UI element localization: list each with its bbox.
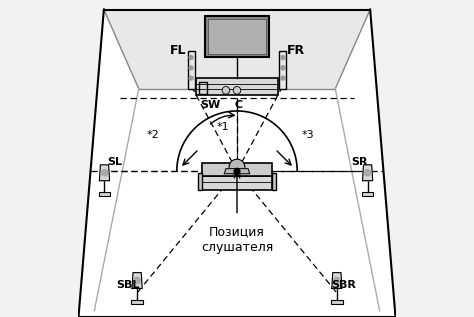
Text: *2: *2 bbox=[146, 130, 159, 140]
Circle shape bbox=[222, 87, 230, 94]
Circle shape bbox=[189, 76, 193, 80]
Text: SL: SL bbox=[108, 157, 122, 167]
Circle shape bbox=[189, 66, 193, 70]
Bar bbox=[196, 78, 278, 95]
Bar bbox=[205, 16, 269, 57]
Text: SR: SR bbox=[351, 157, 367, 167]
Text: SBL: SBL bbox=[116, 280, 139, 290]
Text: слушателя: слушателя bbox=[201, 241, 273, 254]
Polygon shape bbox=[132, 273, 142, 288]
Polygon shape bbox=[224, 169, 250, 174]
Circle shape bbox=[281, 55, 285, 60]
Bar bbox=[202, 176, 272, 190]
Polygon shape bbox=[100, 165, 109, 181]
Text: Позиция: Позиция bbox=[209, 225, 265, 238]
Bar bbox=[202, 163, 272, 176]
Polygon shape bbox=[363, 165, 373, 181]
Text: FR: FR bbox=[287, 44, 305, 57]
Circle shape bbox=[233, 87, 241, 94]
Bar bbox=[99, 192, 110, 196]
Text: *1: *1 bbox=[217, 122, 229, 132]
Bar bbox=[362, 192, 374, 196]
Bar bbox=[199, 82, 207, 94]
Bar bbox=[208, 19, 266, 54]
Circle shape bbox=[365, 170, 371, 176]
Bar bbox=[272, 173, 276, 190]
Bar bbox=[188, 51, 194, 89]
Polygon shape bbox=[332, 273, 342, 288]
Circle shape bbox=[281, 66, 285, 70]
Circle shape bbox=[101, 170, 108, 176]
Text: C: C bbox=[235, 100, 243, 110]
Polygon shape bbox=[104, 10, 370, 89]
Text: SBR: SBR bbox=[331, 280, 356, 290]
Bar bbox=[198, 173, 202, 190]
Bar bbox=[280, 51, 286, 89]
Text: FL: FL bbox=[170, 44, 187, 57]
Circle shape bbox=[234, 168, 240, 174]
Text: SW: SW bbox=[200, 100, 220, 110]
Circle shape bbox=[229, 159, 245, 175]
Polygon shape bbox=[79, 10, 395, 317]
Circle shape bbox=[189, 55, 193, 60]
Circle shape bbox=[334, 277, 340, 284]
Circle shape bbox=[281, 76, 285, 80]
Circle shape bbox=[134, 277, 140, 284]
Text: *3: *3 bbox=[302, 130, 315, 140]
Bar bbox=[331, 300, 343, 304]
Bar bbox=[131, 300, 143, 304]
